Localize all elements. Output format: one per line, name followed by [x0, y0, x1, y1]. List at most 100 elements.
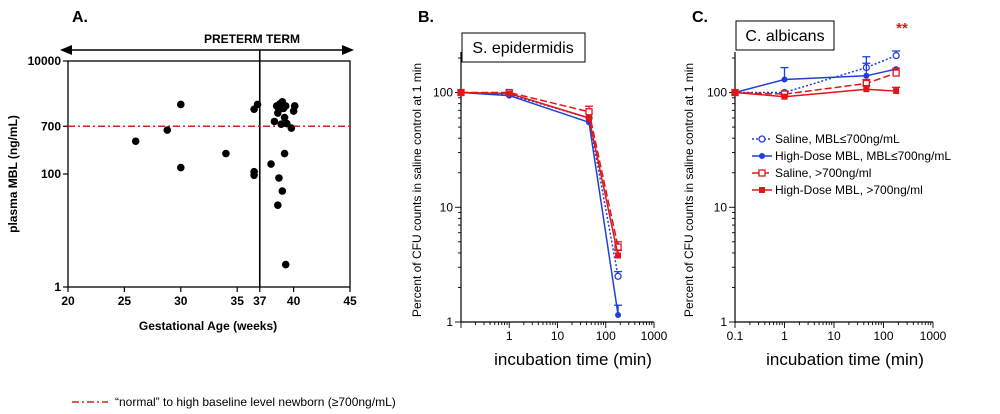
data-point — [281, 260, 290, 269]
panel-c-title-box — [735, 20, 835, 51]
panel-b-series — [457, 88, 623, 319]
threshold-legend-label: “normal” to high baseline level newborn … — [115, 395, 396, 409]
marker-open-square — [585, 108, 593, 116]
marker-filled-square — [759, 187, 765, 193]
data-point — [270, 117, 279, 126]
marker-filled-circle — [615, 312, 622, 319]
panel-a-xtick-label: 25 — [118, 294, 132, 308]
data-point — [280, 149, 289, 158]
panel-b-title: S. epidermidis — [472, 40, 573, 57]
panel-b: B. 1 10 100 1000 1 10 100 S. epidermidis incub… — [410, 9, 668, 369]
y-tick-label: 1 — [720, 315, 727, 329]
data-point — [278, 187, 287, 195]
series-line-hd-high — [460, 91, 619, 256]
series-line-saline-high — [461, 91, 619, 248]
panel-c-title: C. albicans — [745, 28, 824, 45]
legend-item-hd-low — [752, 153, 772, 159]
marker-filled-square — [732, 89, 738, 96]
preterm-term-label: PRETERM TERM — [204, 32, 300, 46]
data-point — [277, 120, 285, 129]
legend-label-hd-low: High-Dose MBL, MBL≤700ng/mL — [775, 149, 951, 163]
marker-filled-square — [615, 252, 622, 259]
panel-c-ylabel: Percent of CFU counts in saline control … — [682, 63, 696, 317]
panel-c-series — [731, 50, 901, 100]
marker-filled-circle — [759, 153, 765, 159]
x-tick-label: 1000 — [641, 329, 668, 343]
significance-marker: ** — [896, 20, 908, 37]
panel-a-ytick-label: 10000 — [28, 54, 62, 68]
data-point — [290, 102, 299, 110]
panel-a-xtick-label: 45 — [343, 294, 357, 308]
panel-a-xtick-label: 30 — [174, 294, 188, 308]
panel-c-legend: Saline, MBL≤700ng/mL High-Dose MBL, MBL≤… — [752, 132, 951, 197]
y-tick-label: 1 — [446, 315, 453, 329]
legend-label-saline-low: Saline, MBL≤700ng/mL — [775, 132, 900, 146]
marker-open-square — [758, 169, 766, 177]
panel-a-arrow — [60, 45, 354, 55]
marker-filled-circle — [781, 76, 788, 83]
marker-filled-square — [781, 93, 788, 100]
data-point — [281, 102, 290, 110]
data-point — [177, 100, 185, 109]
series-line-hd-low — [734, 68, 897, 94]
data-point — [222, 149, 230, 158]
series-line-saline-low — [735, 54, 897, 94]
y-tick-label: 10 — [440, 200, 454, 214]
y-tick-label: 10 — [714, 200, 728, 214]
x-tick-label: 1 — [781, 329, 788, 343]
series-line-hd-high — [734, 88, 897, 98]
data-point — [280, 113, 289, 122]
legend-item-saline-high — [752, 169, 772, 177]
panel-a-points — [131, 97, 299, 269]
marker-open-square — [892, 69, 900, 77]
legend-item-saline-low — [752, 135, 772, 143]
legend-item-hd-high — [752, 187, 772, 193]
panel-b-axes: 1 10 100 1000 1 10 100 — [433, 52, 668, 343]
marker-filled-square — [893, 88, 900, 95]
data-point — [267, 160, 275, 168]
marker-filled-square — [458, 89, 464, 96]
marker-filled-circle — [863, 72, 870, 79]
x-tick-label: 1000 — [920, 329, 947, 343]
marker-open-circle — [758, 135, 766, 143]
panel-a-ytick-label: 100 — [41, 167, 61, 181]
panel-c-letter: C. — [692, 9, 708, 26]
panel-b-ylabel: Percent of CFU counts in saline control … — [410, 63, 424, 317]
data-point — [163, 126, 172, 134]
panel-a-axes: 20 25 30 35 37 40 45 1 100 700 10000 — [28, 50, 357, 308]
x-tick-label: 10 — [827, 329, 841, 343]
panel-a-xtick-label: 37 — [253, 294, 267, 308]
panel-a-xtick-label: 35 — [231, 294, 245, 308]
panel-a-xtick-label: 20 — [61, 294, 75, 308]
y-tick-label: 100 — [707, 86, 727, 100]
panel-a-xtick-label: 40 — [287, 294, 301, 308]
panel-a-letter: A. — [72, 9, 88, 26]
threshold-legend: “normal” to high baseline level newborn … — [72, 395, 396, 409]
data-point — [275, 174, 283, 182]
panel-b-xlabel: incubation time (min) — [494, 350, 652, 369]
x-tick-label: 100 — [596, 329, 616, 343]
marker-filled-square — [863, 86, 870, 93]
panel-b-title-box — [461, 32, 586, 63]
legend-label-hd-high: High-Dose MBL, >700ng/ml — [775, 183, 923, 197]
panel-c-xlabel: incubation time (min) — [766, 350, 924, 369]
panel-a-frame — [67, 60, 351, 288]
x-tick-label: 100 — [873, 329, 893, 343]
series-line-hd-low — [460, 91, 619, 316]
x-tick-label: 1 — [506, 329, 513, 343]
x-tick-label: 10 — [551, 329, 565, 343]
panel-a-ytick-label: 1 — [54, 280, 61, 294]
data-point — [131, 137, 140, 146]
marker-open-circle — [892, 51, 900, 60]
marker-open-circle — [614, 272, 622, 280]
y-tick-label: 100 — [433, 86, 453, 100]
marker-filled-square — [506, 90, 513, 97]
data-point — [250, 171, 258, 180]
data-point — [177, 163, 185, 172]
panel-a-ytick-label: 700 — [41, 119, 61, 133]
series-line-saline-low — [460, 91, 619, 277]
legend-label-saline-high: Saline, >700ng/ml — [775, 166, 871, 180]
